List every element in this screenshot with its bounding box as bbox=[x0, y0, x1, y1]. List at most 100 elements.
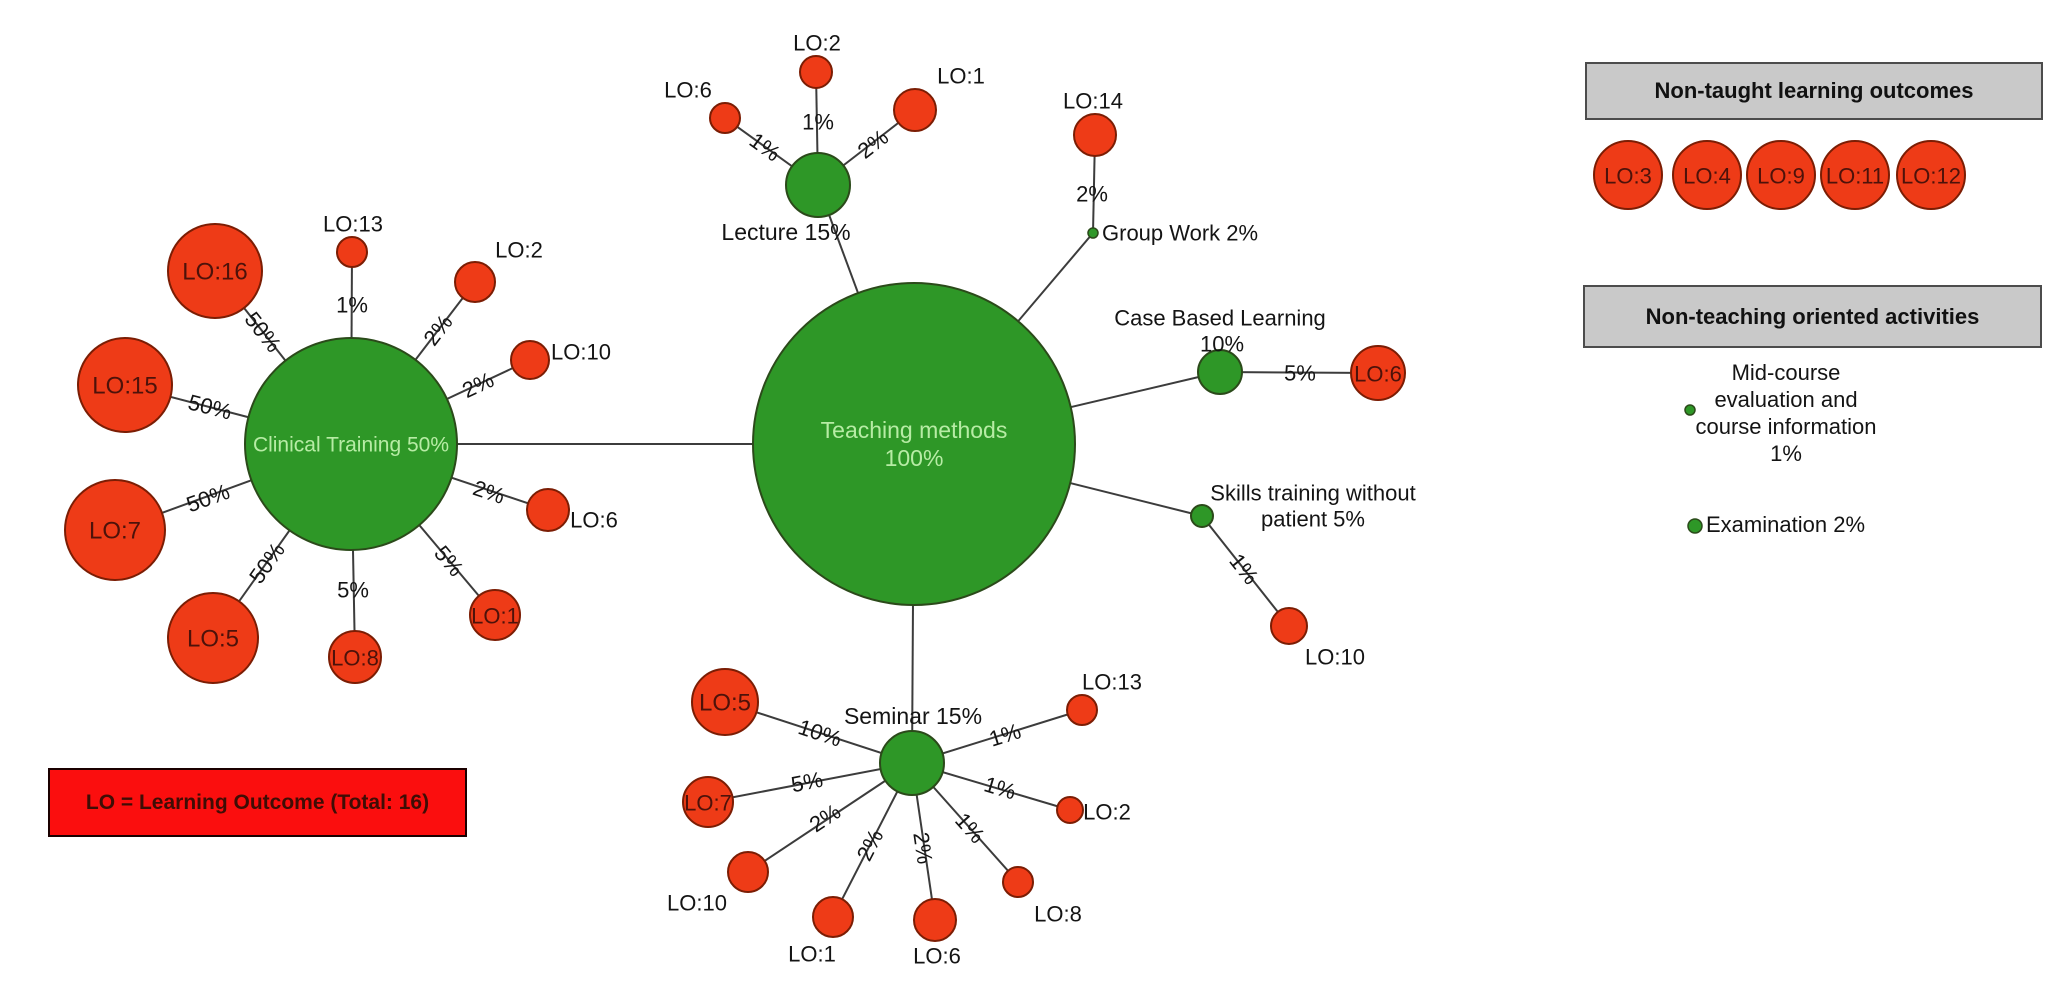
edge-pct-clinical-cl-lo15: 50% bbox=[186, 389, 235, 424]
label-lec-lo2: LO:2 bbox=[793, 31, 841, 56]
node-sem-lo1 bbox=[812, 896, 854, 938]
edge-pct-clinical-cl-lo5: 50% bbox=[244, 538, 290, 588]
node-cl-lo1 bbox=[469, 589, 521, 641]
label-teaching-0: Teaching methods bbox=[821, 417, 1008, 443]
node-nt-lo3 bbox=[1593, 140, 1663, 210]
node-cl-lo5 bbox=[167, 592, 259, 684]
label-cbl-0: Case Based Learning bbox=[1114, 306, 1326, 331]
label-clinical: Clinical Training 50% bbox=[253, 434, 449, 457]
label-cl-lo6: LO:6 bbox=[570, 508, 618, 533]
node-cl-lo10 bbox=[510, 340, 550, 380]
label-cl-lo2: LO:2 bbox=[495, 238, 543, 263]
midcourse-evaluation-pct: 1% bbox=[1770, 441, 1802, 466]
non-teaching-header-label: Non-teaching oriented activities bbox=[1645, 303, 1980, 329]
label-sem-lo6: LO:6 bbox=[913, 944, 961, 969]
node-dot-midcourse bbox=[1684, 404, 1696, 416]
label-sk-lo10: LO:10 bbox=[1305, 645, 1365, 670]
node-nt-lo4 bbox=[1672, 140, 1742, 210]
node-dot-exam bbox=[1687, 518, 1703, 534]
node-lo14 bbox=[1073, 113, 1117, 157]
node-sem-lo5 bbox=[691, 668, 759, 736]
edge-pct-seminar-sem-lo1: 2% bbox=[852, 825, 889, 865]
node-cbl bbox=[1197, 349, 1243, 395]
edge-pct-seminar-sem-lo13: 1% bbox=[986, 718, 1024, 751]
node-cbl-lo6 bbox=[1350, 345, 1406, 401]
edge-pct-seminar-sem-lo2: 1% bbox=[981, 771, 1019, 804]
node-groupwork bbox=[1087, 227, 1099, 239]
non-teaching-header: Non-teaching oriented activities bbox=[1583, 285, 2042, 348]
midcourse-evaluation-item: Mid-course evaluation and course informa… bbox=[1686, 359, 1886, 467]
label-cl-lo7: LO:7 bbox=[89, 518, 141, 545]
node-sem-lo13 bbox=[1066, 694, 1098, 726]
label-cl-lo15: LO:15 bbox=[92, 373, 157, 400]
label-sem-lo5: LO:5 bbox=[699, 690, 751, 717]
node-sem-lo8 bbox=[1002, 866, 1034, 898]
edge-pct-clinical-cl-lo6: 2% bbox=[470, 475, 508, 509]
nodes-layer bbox=[64, 55, 1966, 942]
label-skills-1: patient 5% bbox=[1261, 507, 1365, 532]
node-cl-lo16 bbox=[167, 223, 263, 319]
edge-pct-clinical-cl-lo8: 5% bbox=[337, 578, 369, 603]
node-teaching bbox=[752, 282, 1076, 606]
edge-pct-lecture-lec-lo6: 1% bbox=[745, 128, 785, 167]
node-cl-lo2 bbox=[454, 261, 496, 303]
node-seminar bbox=[879, 730, 945, 796]
edge-pct-clinical-cl-lo2: 2% bbox=[418, 310, 457, 350]
edge-pct-groupwork-lo14: 2% bbox=[1076, 182, 1108, 207]
edge-pct-clinical-cl-lo7: 50% bbox=[183, 479, 233, 518]
edge-seminar-sem-lo7 bbox=[707, 762, 913, 803]
node-nt-lo12 bbox=[1896, 140, 1966, 210]
node-sem-lo7 bbox=[682, 776, 734, 828]
label-sem-lo10: LO:10 bbox=[667, 891, 727, 916]
node-lec-lo2 bbox=[799, 55, 833, 89]
node-cl-lo7 bbox=[64, 479, 166, 581]
edge-pct-clinical-cl-lo13: 1% bbox=[336, 293, 368, 318]
label-seminar: Seminar 15% bbox=[844, 703, 982, 729]
edge-pct-seminar-sem-lo10: 2% bbox=[805, 799, 845, 837]
node-sem-lo6 bbox=[913, 898, 957, 942]
node-cl-lo13 bbox=[336, 236, 368, 268]
edge-pct-lecture-lec-lo2: 1% bbox=[802, 110, 834, 135]
label-nt-lo11: LO:11 bbox=[1826, 164, 1884, 189]
label-teaching-1: 100% bbox=[885, 445, 944, 471]
edge-pct-seminar-sem-lo5: 10% bbox=[795, 714, 845, 751]
label-groupwork: Group Work 2% bbox=[1102, 221, 1258, 246]
examination-pct: 2% bbox=[1833, 512, 1865, 537]
legend-text: LO = Learning Outcome (Total: 16) bbox=[85, 790, 430, 814]
node-sk-lo10 bbox=[1270, 607, 1308, 645]
label-lo14: LO:14 bbox=[1063, 89, 1123, 114]
node-skills bbox=[1190, 504, 1214, 528]
node-sem-lo10 bbox=[727, 851, 769, 893]
label-sem-lo7: LO:7 bbox=[684, 791, 732, 816]
examination-item: Examination 2% bbox=[1706, 512, 1865, 538]
label-cl-lo10: LO:10 bbox=[551, 340, 611, 365]
label-lec-lo1: LO:1 bbox=[937, 64, 985, 89]
node-lec-lo6 bbox=[709, 102, 741, 134]
examination-label: Examination bbox=[1706, 512, 1828, 537]
label-cbl-lo6: LO:6 bbox=[1354, 362, 1402, 387]
label-cl-lo13: LO:13 bbox=[323, 212, 383, 237]
label-sem-lo1: LO:1 bbox=[788, 942, 836, 967]
node-lecture bbox=[785, 152, 851, 218]
label-lec-lo6: LO:6 bbox=[664, 78, 712, 103]
node-cl-lo15 bbox=[77, 337, 173, 433]
label-cl-lo16: LO:16 bbox=[182, 259, 247, 286]
label-sem-lo8: LO:8 bbox=[1034, 902, 1082, 927]
label-nt-lo9: LO:9 bbox=[1757, 164, 1805, 189]
edge-pct-skills-sk-lo10: 1% bbox=[1224, 549, 1263, 589]
node-clinical bbox=[244, 337, 458, 551]
edge-pct-clinical-cl-lo16: 50% bbox=[240, 307, 287, 357]
labels-layer: 1%1%2%2%5%1%50%1%2%2%50%50%50%5%5%2%10%5… bbox=[89, 31, 1961, 969]
label-cbl-1: 10% bbox=[1200, 332, 1244, 357]
label-cl-lo8: LO:8 bbox=[331, 646, 379, 671]
node-cl-lo8 bbox=[328, 630, 382, 684]
node-lec-lo1 bbox=[893, 88, 937, 132]
edge-pct-seminar-sem-lo7: 5% bbox=[789, 767, 825, 798]
label-cl-lo5: LO:5 bbox=[187, 626, 239, 653]
label-sem-lo2: LO:2 bbox=[1083, 800, 1131, 825]
edge-pct-cbl-cbl-lo6: 5% bbox=[1284, 360, 1316, 385]
label-nt-lo12: LO:12 bbox=[1901, 164, 1961, 189]
edge-pct-seminar-sem-lo6: 2% bbox=[908, 830, 937, 865]
